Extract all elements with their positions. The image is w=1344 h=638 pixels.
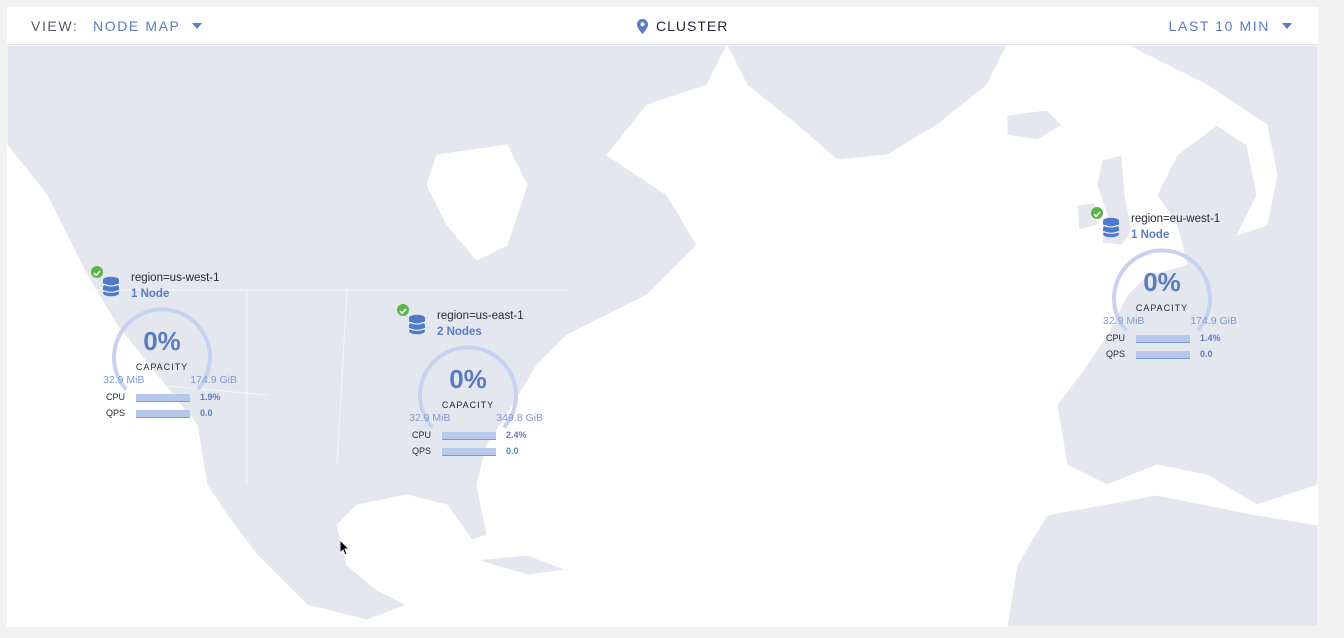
caret-down-icon	[1282, 23, 1292, 29]
capacity-percent: 0%	[1143, 267, 1181, 297]
cpu-value: 1.9%	[200, 392, 221, 402]
cpu-value: 2.4%	[506, 430, 527, 440]
node-count: 2 Nodes	[437, 326, 482, 338]
capacity-percent: 0%	[449, 364, 487, 394]
qps-row: QPS 0.0	[106, 408, 246, 420]
qps-sparkline	[1136, 351, 1190, 359]
healthy-check-icon	[1091, 207, 1103, 219]
region-node-1[interactable]: region=us-east-1 2 Nodes 0% CAPACITY 32.…	[397, 304, 563, 510]
node-count: 1 Node	[1131, 229, 1170, 241]
capacity-label: CAPACITY	[1135, 303, 1189, 313]
cpu-row: CPU 1.4%	[1106, 333, 1246, 345]
qps-sparkline	[136, 410, 190, 418]
database-icon	[408, 314, 426, 335]
cpu-row: CPU 1.9%	[106, 392, 246, 404]
time-range-dropdown[interactable]: LAST 10 MIN	[1169, 18, 1292, 34]
used-storage: 32.9 MiB	[1103, 315, 1145, 327]
cpu-row: CPU 2.4%	[412, 430, 552, 442]
map-pin-icon	[637, 19, 648, 34]
world-map[interactable]	[7, 45, 1318, 627]
toolbar: VIEW: NODE MAP CLUSTER LAST 10 MIN	[7, 7, 1318, 45]
qps-row: QPS 0.0	[412, 446, 552, 458]
qps-label: QPS	[106, 408, 126, 418]
time-range-value: LAST 10 MIN	[1168, 18, 1270, 34]
healthy-check-icon	[91, 266, 103, 278]
database-icon	[1102, 217, 1120, 238]
cpu-label: CPU	[106, 392, 126, 402]
database-icon	[102, 276, 120, 297]
qps-sparkline	[442, 448, 496, 456]
total-storage: 174.9 GiB	[1190, 315, 1237, 327]
cluster-label: CLUSTER	[656, 18, 729, 34]
used-storage: 32.9 MiB	[409, 412, 451, 424]
region-name[interactable]: region=us-east-1	[437, 310, 524, 322]
healthy-check-icon	[397, 304, 409, 316]
caret-down-icon	[192, 23, 203, 29]
view-value: NODE MAP	[93, 18, 181, 34]
mouse-cursor-icon	[340, 540, 350, 556]
qps-label: QPS	[1106, 349, 1126, 359]
region-node-0[interactable]: region=us-west-1 1 Node 0% CAPACITY 32.9…	[91, 266, 257, 472]
region-name[interactable]: region=eu-west-1	[1131, 213, 1221, 225]
used-storage: 32.9 MiB	[103, 374, 145, 386]
node-count: 1 Node	[131, 288, 170, 300]
capacity-gauge	[1112, 248, 1212, 331]
qps-value: 0.0	[200, 408, 213, 418]
view-label: VIEW:	[31, 18, 79, 34]
region-node-2[interactable]: region=eu-west-1 1 Node 0% CAPACITY 32.9…	[1091, 207, 1257, 413]
cpu-value: 1.4%	[1200, 333, 1221, 343]
cpu-label: CPU	[1106, 333, 1126, 343]
capacity-gauge	[418, 345, 518, 428]
qps-value: 0.0	[506, 446, 519, 456]
capacity-label: CAPACITY	[135, 362, 189, 372]
view-dropdown[interactable]: NODE MAP	[93, 18, 203, 34]
region-name[interactable]: region=us-west-1	[131, 272, 220, 284]
cpu-sparkline	[442, 432, 496, 440]
capacity-gauge	[112, 307, 212, 390]
total-storage: 349.8 GiB	[496, 412, 543, 424]
cpu-sparkline	[136, 394, 190, 402]
cluster-breadcrumb[interactable]: CLUSTER	[637, 18, 728, 34]
qps-label: QPS	[412, 446, 432, 456]
cpu-sparkline	[1136, 335, 1190, 343]
capacity-label: CAPACITY	[441, 400, 495, 410]
total-storage: 174.9 GiB	[190, 374, 237, 386]
qps-row: QPS 0.0	[1106, 349, 1246, 361]
node-map-panel: VIEW: NODE MAP CLUSTER LAST 10 MIN	[7, 7, 1318, 627]
cpu-label: CPU	[412, 430, 432, 440]
capacity-percent: 0%	[143, 326, 181, 356]
qps-value: 0.0	[1200, 349, 1213, 359]
